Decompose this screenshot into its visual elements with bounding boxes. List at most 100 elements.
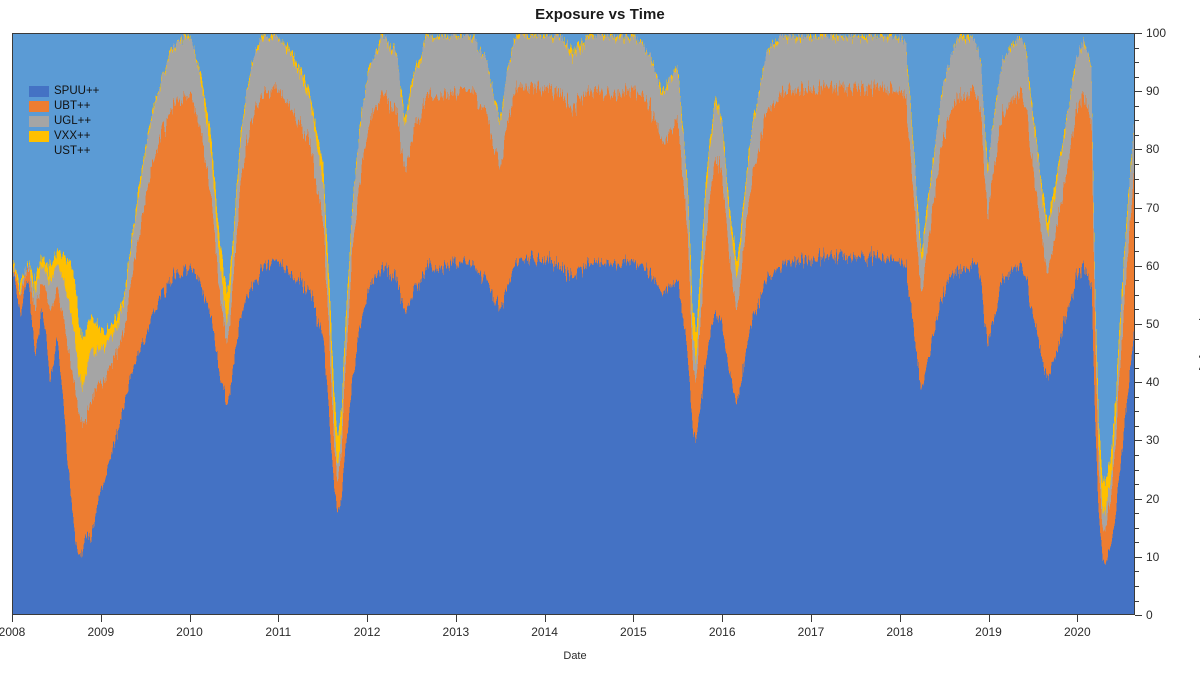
x-tick-label: 2011 bbox=[265, 625, 292, 639]
y-tick-label: 100 bbox=[1146, 26, 1167, 40]
y-tick-label: 50 bbox=[1146, 317, 1160, 331]
legend-swatch-icon bbox=[29, 131, 49, 142]
y-tick-label: 0 bbox=[1146, 608, 1153, 622]
legend-item-ubt[interactable]: UBT++ bbox=[29, 99, 99, 114]
y-tick-major bbox=[1135, 440, 1142, 442]
x-tick-mark bbox=[633, 615, 635, 622]
x-tick-mark bbox=[278, 615, 280, 622]
y-tick-major bbox=[1135, 556, 1142, 558]
y-tick-minor bbox=[1135, 469, 1139, 471]
y-tick-label: 60 bbox=[1146, 258, 1160, 273]
x-tick-label: 2017 bbox=[797, 625, 825, 639]
chart-title: Exposure vs Time bbox=[535, 6, 665, 23]
y-tick-minor bbox=[1135, 251, 1139, 253]
y-tick-minor bbox=[1135, 425, 1139, 427]
y-tick-minor bbox=[1135, 353, 1139, 355]
x-tick-mark bbox=[1077, 615, 1079, 622]
legend-swatch-icon bbox=[29, 146, 49, 157]
chart-legend: SPUU++ UBT++ UGL++ VXX++ UST++ bbox=[29, 84, 99, 159]
x-tick-label: 2016 bbox=[708, 625, 736, 639]
legend-label: UGL++ bbox=[54, 115, 92, 127]
y-tick-minor bbox=[1135, 294, 1139, 296]
x-tick-label: 2020 bbox=[1063, 625, 1091, 639]
area-series-ust bbox=[13, 34, 1134, 488]
x-tick-mark bbox=[100, 615, 102, 622]
y-tick-minor bbox=[1135, 454, 1139, 456]
x-tick-mark bbox=[988, 615, 990, 622]
y-tick-minor bbox=[1135, 222, 1139, 224]
legend-swatch-icon bbox=[29, 101, 49, 112]
stacked-area-plot bbox=[13, 34, 1134, 614]
y-tick-minor bbox=[1135, 134, 1139, 136]
legend-item-spuu[interactable]: SPUU++ bbox=[29, 84, 99, 99]
plot-area: SPUU++ UBT++ UGL++ VXX++ UST++ bbox=[12, 33, 1135, 615]
y-tick-major bbox=[1135, 324, 1142, 325]
x-tick-label: 2015 bbox=[620, 625, 647, 639]
y-axis: 0 10 20 30 40 50 60 70 80 90 100 bbox=[1135, 26, 1195, 622]
y-tick-major bbox=[1135, 265, 1142, 267]
y-tick-minor bbox=[1135, 120, 1139, 122]
y-tick-minor bbox=[1135, 513, 1139, 515]
y-tick-major bbox=[1135, 207, 1142, 209]
x-tick-mark bbox=[12, 615, 13, 622]
x-tick-label: 2018 bbox=[886, 625, 914, 639]
x-tick-label: 2014 bbox=[531, 625, 558, 639]
y-tick-label: 90 bbox=[1146, 84, 1160, 99]
area-series-ubt bbox=[13, 78, 1134, 566]
y-tick-minor bbox=[1135, 178, 1139, 180]
y-tick-minor bbox=[1135, 571, 1139, 573]
y-tick-minor bbox=[1135, 47, 1139, 49]
y-tick-minor bbox=[1135, 236, 1139, 238]
y-tick-minor bbox=[1135, 105, 1139, 107]
y-tick-major bbox=[1135, 91, 1142, 93]
legend-label: UST++ bbox=[54, 145, 91, 157]
y-tick-label: 80 bbox=[1146, 142, 1160, 157]
y-tick-minor bbox=[1135, 76, 1139, 78]
x-tick-mark bbox=[544, 615, 546, 622]
x-tick-label: 2010 bbox=[176, 625, 203, 639]
x-tick-mark bbox=[811, 615, 812, 622]
x-tick-mark bbox=[899, 615, 901, 622]
y-tick-minor bbox=[1135, 527, 1139, 529]
legend-item-vxx[interactable]: VXX++ bbox=[29, 129, 99, 144]
y-tick-major bbox=[1135, 149, 1142, 151]
legend-label: VXX++ bbox=[54, 130, 91, 142]
y-tick-minor bbox=[1135, 367, 1139, 369]
x-tick-label: 2009 bbox=[87, 625, 115, 639]
legend-label: UBT++ bbox=[54, 100, 91, 112]
x-tick-mark bbox=[367, 615, 369, 622]
y-tick-major bbox=[1135, 498, 1142, 500]
x-tick-mark bbox=[189, 615, 191, 622]
y-tick-minor bbox=[1135, 484, 1139, 485]
legend-swatch-icon bbox=[29, 86, 49, 97]
legend-item-ust[interactable]: UST++ bbox=[29, 144, 99, 159]
x-tick-mark bbox=[722, 615, 724, 622]
y-tick-minor bbox=[1135, 396, 1139, 398]
x-tick-label: 2008 bbox=[0, 625, 26, 639]
x-tick-label: 2012 bbox=[353, 625, 381, 639]
y-tick-minor bbox=[1135, 411, 1139, 413]
y-tick-label: 30 bbox=[1146, 433, 1160, 448]
x-tick-label: 2019 bbox=[975, 625, 1002, 639]
y-tick-label: 10 bbox=[1146, 549, 1160, 564]
legend-item-ugl[interactable]: UGL++ bbox=[29, 114, 99, 129]
x-axis: 2008 2009 2010 2011 2012 2013 2014 2015 2016 2017… bbox=[0, 615, 1135, 655]
y-tick-major bbox=[1135, 382, 1142, 384]
y-tick-minor bbox=[1135, 309, 1139, 311]
legend-swatch-icon bbox=[29, 116, 49, 127]
y-tick-label: 20 bbox=[1146, 491, 1160, 506]
y-tick-major bbox=[1135, 615, 1142, 616]
y-tick-minor bbox=[1135, 163, 1139, 165]
y-tick-minor bbox=[1135, 542, 1139, 544]
y-tick-minor bbox=[1135, 193, 1139, 195]
y-tick-major bbox=[1135, 33, 1142, 34]
y-tick-label: 70 bbox=[1146, 200, 1160, 215]
area-series-spuu bbox=[13, 244, 1134, 614]
legend-label: SPUU++ bbox=[54, 85, 100, 97]
y-tick-label: 40 bbox=[1146, 375, 1160, 390]
x-axis-title: Date bbox=[563, 650, 587, 662]
y-tick-minor bbox=[1135, 600, 1139, 602]
y-tick-minor bbox=[1135, 62, 1139, 64]
y-tick-minor bbox=[1135, 280, 1139, 282]
y-tick-minor bbox=[1135, 338, 1139, 340]
